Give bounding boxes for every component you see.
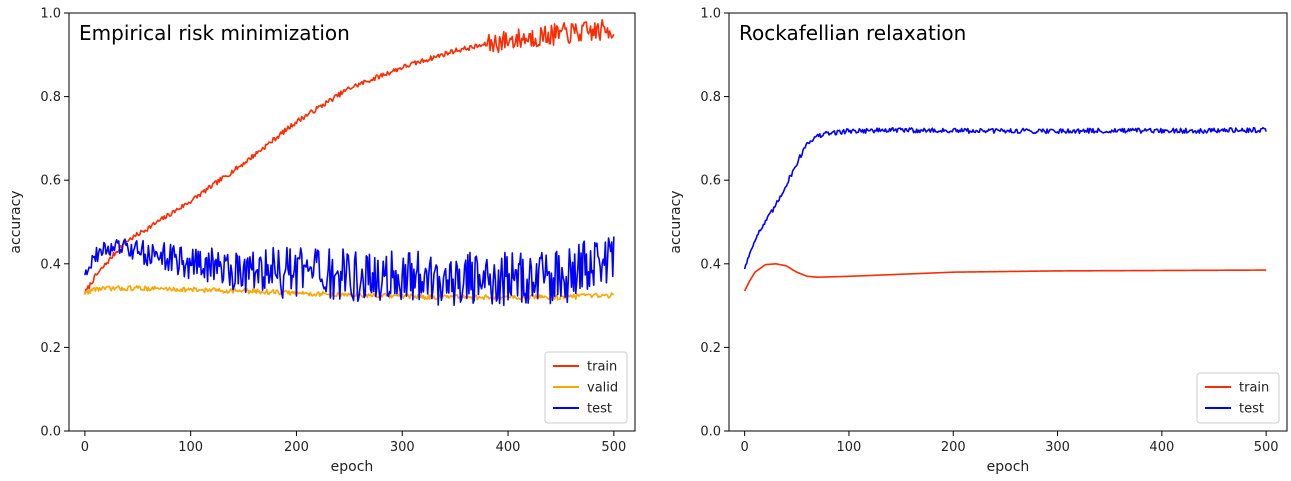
x-tick-label: 300 [390,440,415,455]
x-tick-label: 200 [284,440,309,455]
x-tick-label: 0 [81,440,89,455]
y-tick-label: 0.4 [40,257,61,272]
y-axis-label: accuracy [8,190,24,253]
legend-label-train: train [1239,381,1269,396]
y-tick-label: 0.8 [40,90,61,105]
x-axis-label: epoch [987,459,1030,475]
y-tick-label: 0.4 [700,257,721,272]
x-tick-label: 100 [837,440,862,455]
x-tick-label: 200 [941,440,966,455]
y-tick-label: 1.0 [700,7,721,22]
x-tick-label: 300 [1045,440,1070,455]
chart-panel-1: 0 100 200 300 400 500 0.0 0.2 0.4 0.6 0.8 1.0 epoch a… [8,7,635,476]
y-tick-label: 0.8 [700,90,721,105]
y-tick-label: 0.0 [700,425,721,440]
legend-label-valid: valid [587,381,618,396]
chart-title: Empirical risk minimization [79,21,350,45]
legend-label-test: test [587,402,612,417]
legend: train test [1197,373,1279,423]
x-tick-label: 500 [601,440,626,455]
chart-panel-2: 0 100 200 300 400 500 0.0 0.2 0.4 0.6 0.8 1.0 epoch a… [668,7,1287,476]
legend-label-train: train [587,360,617,375]
x-tick-label: 400 [496,440,521,455]
y-tick-label: 0.6 [40,174,61,189]
legend-label-test: test [1239,402,1264,417]
y-tick-label: 0.2 [700,341,721,356]
x-axis-label: epoch [331,459,374,475]
y-tick-label: 0.0 [40,425,61,440]
y-tick-label: 1.0 [40,7,61,22]
legend: train valid test [545,352,627,423]
x-tick-label: 100 [178,440,203,455]
y-axis-label: accuracy [668,190,684,253]
plot-area [729,13,1287,431]
y-tick-label: 0.2 [40,341,61,356]
y-tick-label: 0.6 [700,174,721,189]
chart-title: Rockafellian relaxation [739,21,966,45]
x-tick-label: 0 [741,440,749,455]
x-tick-label: 500 [1254,440,1279,455]
x-tick-label: 400 [1149,440,1174,455]
